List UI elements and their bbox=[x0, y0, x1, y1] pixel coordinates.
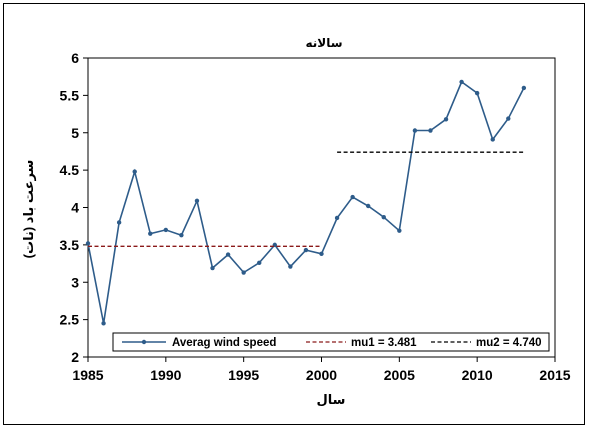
data-point bbox=[257, 260, 262, 266]
y-tick-label: 3 bbox=[71, 274, 79, 290]
data-point bbox=[381, 215, 386, 220]
data-point bbox=[303, 247, 309, 253]
x-tick-label: 1990 bbox=[150, 367, 181, 383]
data-point bbox=[334, 215, 340, 221]
data-point bbox=[459, 79, 464, 85]
series-line-wind-speed bbox=[87, 80, 525, 324]
data-point bbox=[225, 252, 231, 257]
plot-area-border bbox=[87, 57, 556, 358]
x-tick-label: 2010 bbox=[462, 367, 493, 383]
data-point bbox=[116, 220, 122, 225]
data-point bbox=[241, 270, 246, 275]
data-point bbox=[319, 251, 324, 257]
data-point bbox=[288, 264, 293, 269]
data-point bbox=[179, 232, 184, 238]
legend-label: Averag wind speed bbox=[172, 337, 276, 349]
y-tick-label: 6 bbox=[71, 50, 79, 66]
data-point bbox=[412, 128, 418, 133]
legend-label: mu2 = 4.740 bbox=[476, 337, 542, 349]
x-tick-label: 2015 bbox=[539, 367, 570, 383]
data-point bbox=[474, 90, 480, 96]
data-point bbox=[443, 117, 449, 122]
data-point bbox=[148, 231, 153, 236]
x-axis-label: سال bbox=[317, 392, 346, 407]
data-point bbox=[163, 227, 169, 233]
data-point bbox=[194, 198, 200, 203]
y-axis-label: سرعت باد (نات) bbox=[21, 160, 36, 259]
data-point bbox=[506, 116, 511, 121]
y-tick-label: 5 bbox=[71, 125, 79, 141]
legend-swatch-marker bbox=[141, 339, 147, 345]
data-point bbox=[397, 228, 402, 233]
y-tick-label: 2.5 bbox=[60, 312, 80, 328]
data-point bbox=[85, 241, 91, 246]
y-tick-label: 5.5 bbox=[60, 87, 80, 103]
legend-label: mu1 = 3.481 bbox=[351, 337, 417, 349]
wind-speed-chart: سالانه سال سرعت باد (نات) 2 2.5 3 3.5 4 4.5 5 5… bbox=[21, 36, 571, 407]
y-tick-label: 2 bbox=[71, 349, 79, 365]
x-tick-label: 2005 bbox=[384, 367, 415, 383]
y-tick-label: 4 bbox=[71, 200, 79, 216]
data-point bbox=[428, 128, 433, 133]
y-tick-label: 4.5 bbox=[60, 162, 80, 178]
data-point bbox=[132, 169, 137, 174]
chart-frame: سالانه سال سرعت باد (نات) 2 2.5 3 3.5 4 4.5 5 5… bbox=[3, 3, 585, 425]
data-point bbox=[521, 85, 527, 91]
data-point bbox=[210, 265, 215, 271]
x-tick-label: 1985 bbox=[72, 367, 103, 383]
y-tick-label: 3.5 bbox=[60, 237, 80, 253]
data-point bbox=[490, 137, 495, 142]
x-tick-label: 1995 bbox=[228, 367, 259, 383]
legend-box bbox=[112, 332, 550, 352]
data-point bbox=[101, 321, 106, 326]
x-tick-label: 2000 bbox=[306, 367, 337, 383]
chart-title: سالانه bbox=[305, 36, 342, 50]
data-point bbox=[366, 203, 371, 209]
data-point bbox=[350, 194, 355, 200]
